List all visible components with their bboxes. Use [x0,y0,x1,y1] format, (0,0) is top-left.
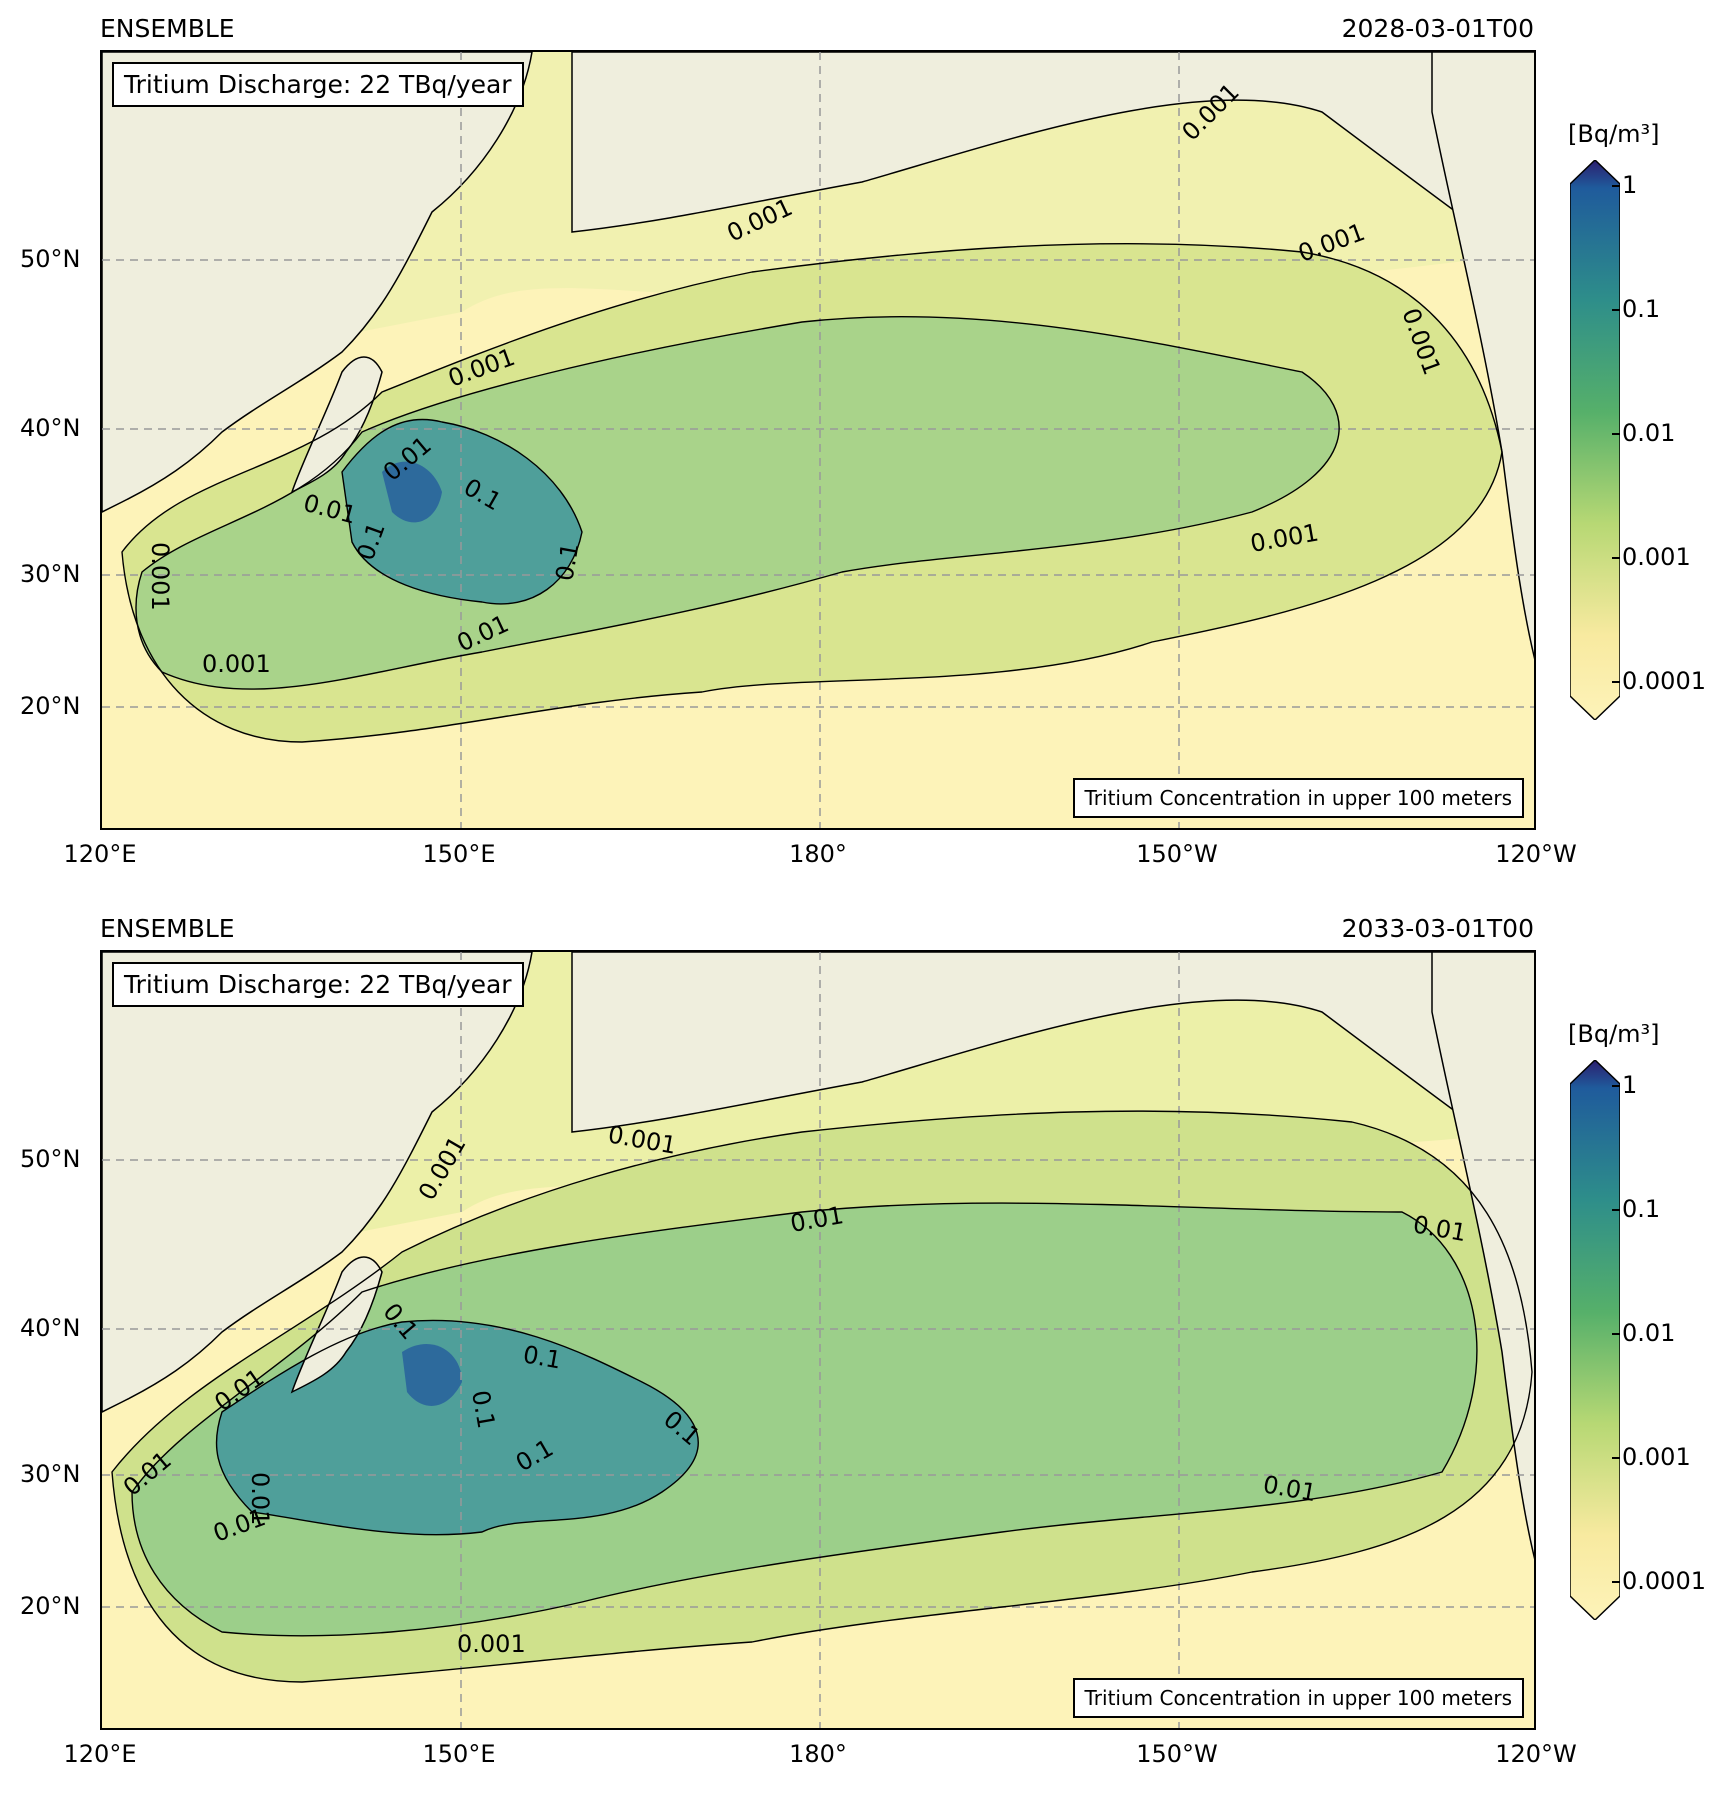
region-01 [216,1320,699,1535]
colorbar-unit: [Bq/m³] [1568,1020,1660,1048]
time-label: 2033-03-01T00 [1341,914,1534,943]
map-canvas: 0.001 0.001 0.001 0.001 0.001 0.01 0.01 … [102,52,1534,828]
lon-label: 120°W [1495,1740,1577,1768]
lon-label: 150°E [422,840,496,868]
time-label: 2028-03-01T00 [1341,14,1534,43]
contour-lines [121,243,1503,743]
region-1 [382,461,442,523]
land-north-america [1431,952,1534,1560]
lon-label: 180° [789,840,847,868]
gridlines [102,952,1534,1728]
map-area: 0.001 0.001 0.01 0.01 0.1 0.1 0.1 0.1 0.… [100,950,1536,1730]
colorbar-tick: 0.01 [1611,419,1676,447]
lat-label: 30°N [20,1460,81,1488]
map-area: 0.001 0.001 0.001 0.001 0.001 0.01 0.01 … [100,50,1536,830]
discharge-label: Tritium Discharge: 22 TBq/year [112,962,524,1007]
lat-label: 50°N [20,245,81,273]
colorbar-tick: 1 [1611,1071,1638,1099]
region-1 [402,1343,462,1406]
description-label: Tritium Concentration in upper 100 meter… [1072,778,1524,818]
land-alaska [571,952,1534,1171]
colorbar: [Bq/m³] 1 0.1 0.01 0.001 0.0001 [1568,1020,1710,1620]
contour-label: 0.1 [550,541,584,583]
colorbar-tick: 0.1 [1611,1195,1661,1223]
land-asia [102,952,533,1413]
lat-label: 50°N [20,1145,81,1173]
lat-label: 20°N [20,1592,81,1620]
map-panel-2028: ENSEMBLE 2028-03-01T00 [20,14,1710,868]
colorbar-tick: 0.001 [1612,1443,1691,1471]
region-001 [136,316,1340,690]
contour-label: 0.001 [202,650,271,678]
map-panel-2033: ENSEMBLE 2033-03-01T00 [0,900,1728,1800]
gridlines [102,52,1534,828]
colorbar-tick: 1 [1611,171,1638,199]
model-label: ENSEMBLE [100,14,235,43]
lon-label: 150°E [422,1740,496,1768]
land-japan [290,356,383,494]
colorbar-tick: 0.0001 [1612,1567,1706,1595]
lon-label: 150°W [1136,840,1218,868]
lon-label: 180° [789,1740,847,1768]
discharge-label: Tritium Discharge: 22 TBq/year [112,62,524,107]
lat-label: 20°N [20,692,81,720]
map-canvas: 0.001 0.001 0.01 0.01 0.1 0.1 0.1 0.1 0.… [102,952,1534,1728]
contour-label: 0.1 [521,1340,563,1374]
colorbar-tick: 0.001 [1612,543,1691,571]
lat-label: 30°N [20,560,81,588]
colorbar: [Bq/m³] 1 0.1 0.01 0.001 0.0001 [1568,120,1710,720]
contour-label: 0.001 [146,542,174,611]
contour-label: 0.1 [466,1388,500,1430]
colorbar-tick: 0.01 [1611,1319,1676,1347]
lon-label: 120°W [1495,840,1577,868]
colorbar-unit: [Bq/m³] [1568,120,1660,148]
contour-label: 0.01 [246,1472,274,1525]
lon-label: 120°E [63,1740,137,1768]
colorbar-tick: 0.0001 [1612,667,1706,695]
land-alaska [571,52,1534,271]
contour-lines [111,1110,1533,1683]
land-japan [290,1256,383,1394]
description-label: Tritium Concentration in upper 100 meter… [1072,1678,1524,1718]
colorbar-gradient [1570,160,1620,720]
contour-label: 0.001 [457,1630,526,1658]
colorbar-gradient [1570,1060,1620,1620]
land-asia [102,52,533,513]
lat-label: 40°N [20,414,81,442]
lon-label: 120°E [63,840,137,868]
lat-label: 40°N [20,1314,81,1342]
colorbar-tick: 0.1 [1611,295,1661,323]
model-label: ENSEMBLE [100,914,235,943]
lon-label: 150°W [1136,1740,1218,1768]
